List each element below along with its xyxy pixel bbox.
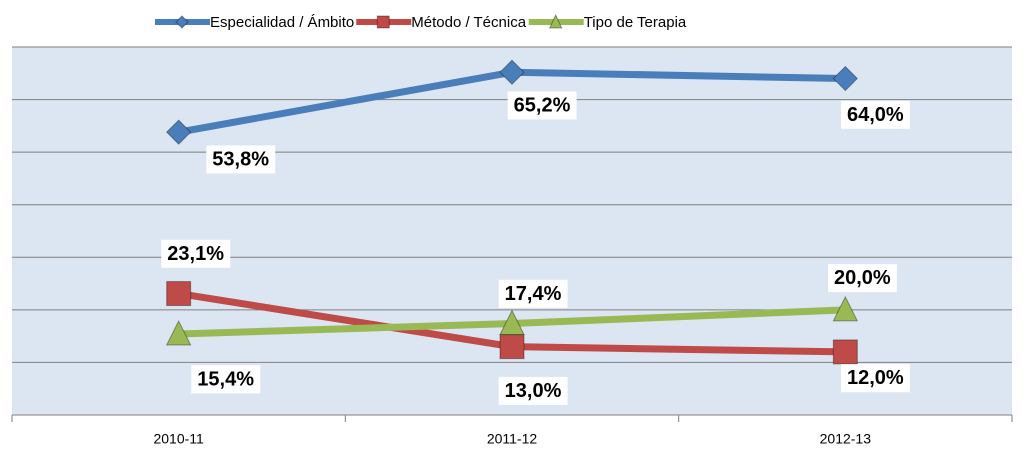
square-marker (499, 334, 525, 360)
value-label-group: 13,0% (498, 376, 568, 405)
triangle-marker (165, 319, 192, 346)
legend-marker (175, 15, 189, 29)
value-label-bg (507, 91, 577, 120)
value-label-group: 23,1% (161, 239, 231, 268)
value-label-group: 20,0% (827, 264, 897, 293)
triangle-marker (499, 309, 525, 336)
value-label-bg (840, 100, 910, 129)
value-label-group: 17,4% (498, 279, 568, 308)
value-label: 65,2% (514, 95, 571, 117)
value-label: 53,8% (212, 148, 269, 170)
legend-label: Tipo de Terapia (584, 14, 687, 31)
legend-label: Método / Técnica (411, 14, 526, 31)
value-label-bg (840, 364, 910, 393)
value-label-group: 65,2% (507, 91, 577, 120)
square-marker (832, 339, 858, 365)
triangle-marker (832, 295, 859, 322)
value-label-group: 64,0% (840, 100, 910, 129)
legend-marker (376, 15, 390, 29)
value-label-group: 12,0% (840, 364, 910, 393)
value-label-group: 15,4% (191, 365, 261, 394)
value-label-group: 53,8% (206, 145, 276, 174)
square-marker (166, 281, 192, 307)
value-label-bg (161, 239, 231, 268)
value-label-bg (498, 376, 568, 405)
diamond-marker (499, 59, 525, 85)
value-label-bg (498, 279, 568, 308)
value-label: 17,4% (505, 283, 562, 305)
value-label-bg (206, 145, 276, 174)
diamond-marker (832, 65, 859, 92)
x-tick-label: 2010-11 (153, 431, 204, 447)
value-label-bg (827, 264, 897, 293)
value-label: 15,4% (197, 368, 254, 390)
legend-marker (548, 13, 563, 29)
legend-label: Especialidad / Ámbito (210, 14, 354, 31)
value-label: 12,0% (847, 367, 904, 389)
value-label: 23,1% (167, 243, 224, 265)
value-label: 13,0% (505, 380, 562, 402)
value-label: 20,0% (834, 267, 891, 289)
diamond-marker (165, 119, 192, 145)
x-tick-label: 2011-12 (487, 431, 538, 447)
x-tick-label: 2012-13 (820, 431, 872, 447)
value-label: 64,0% (847, 104, 904, 126)
value-label-bg (191, 365, 261, 394)
